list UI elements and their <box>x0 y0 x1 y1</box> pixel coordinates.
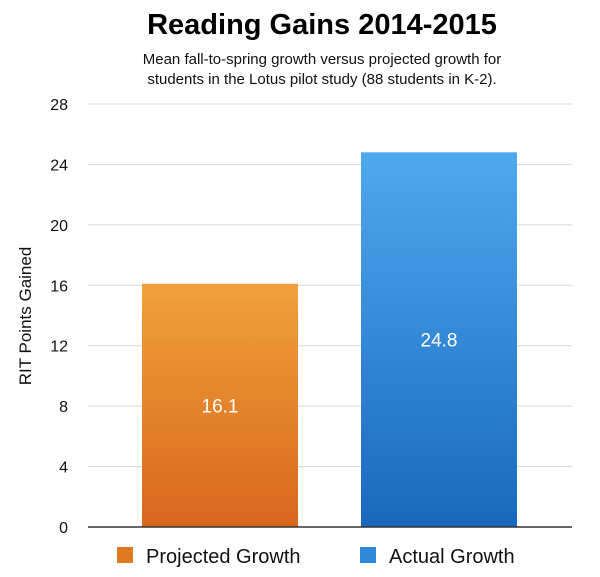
chart-subtitle-line-2: students in the Lotus pilot study (88 st… <box>147 71 496 88</box>
legend: Projected Growth Actual Growth <box>117 546 515 568</box>
chart-title: Reading Gains 2014-2015 <box>147 9 497 41</box>
legend-swatch-projected <box>117 547 133 563</box>
y-tick-label: 28 <box>50 97 68 114</box>
y-tick-label: 4 <box>59 460 68 477</box>
legend-swatch-actual <box>360 547 376 563</box>
y-tick-label: 20 <box>50 218 68 235</box>
y-tick-label: 0 <box>59 520 68 537</box>
legend-label-actual: Actual Growth <box>389 546 515 568</box>
legend-item-projected-growth: Projected Growth <box>117 546 301 568</box>
y-axis-ticks: 0 4 8 12 16 20 24 28 <box>50 97 68 537</box>
legend-label-projected: Projected Growth <box>146 546 301 568</box>
bar-projected-growth <box>142 283 298 527</box>
bar-actual-growth <box>361 152 517 528</box>
data-label-actual-growth: 24.8 <box>421 331 458 352</box>
bars <box>142 152 517 528</box>
y-tick-label: 24 <box>50 157 68 174</box>
chart-subtitle-line-1: Mean fall-to-spring growth versus projec… <box>143 51 502 68</box>
data-label-projected-growth: 16.1 <box>202 396 239 417</box>
y-tick-label: 16 <box>50 278 68 295</box>
y-tick-label: 12 <box>50 339 68 356</box>
data-labels: 16.1 24.8 <box>202 331 458 418</box>
y-tick-label: 8 <box>59 399 68 416</box>
y-axis-label: RIT Points Gained <box>16 247 35 386</box>
legend-item-actual-growth: Actual Growth <box>360 546 515 568</box>
